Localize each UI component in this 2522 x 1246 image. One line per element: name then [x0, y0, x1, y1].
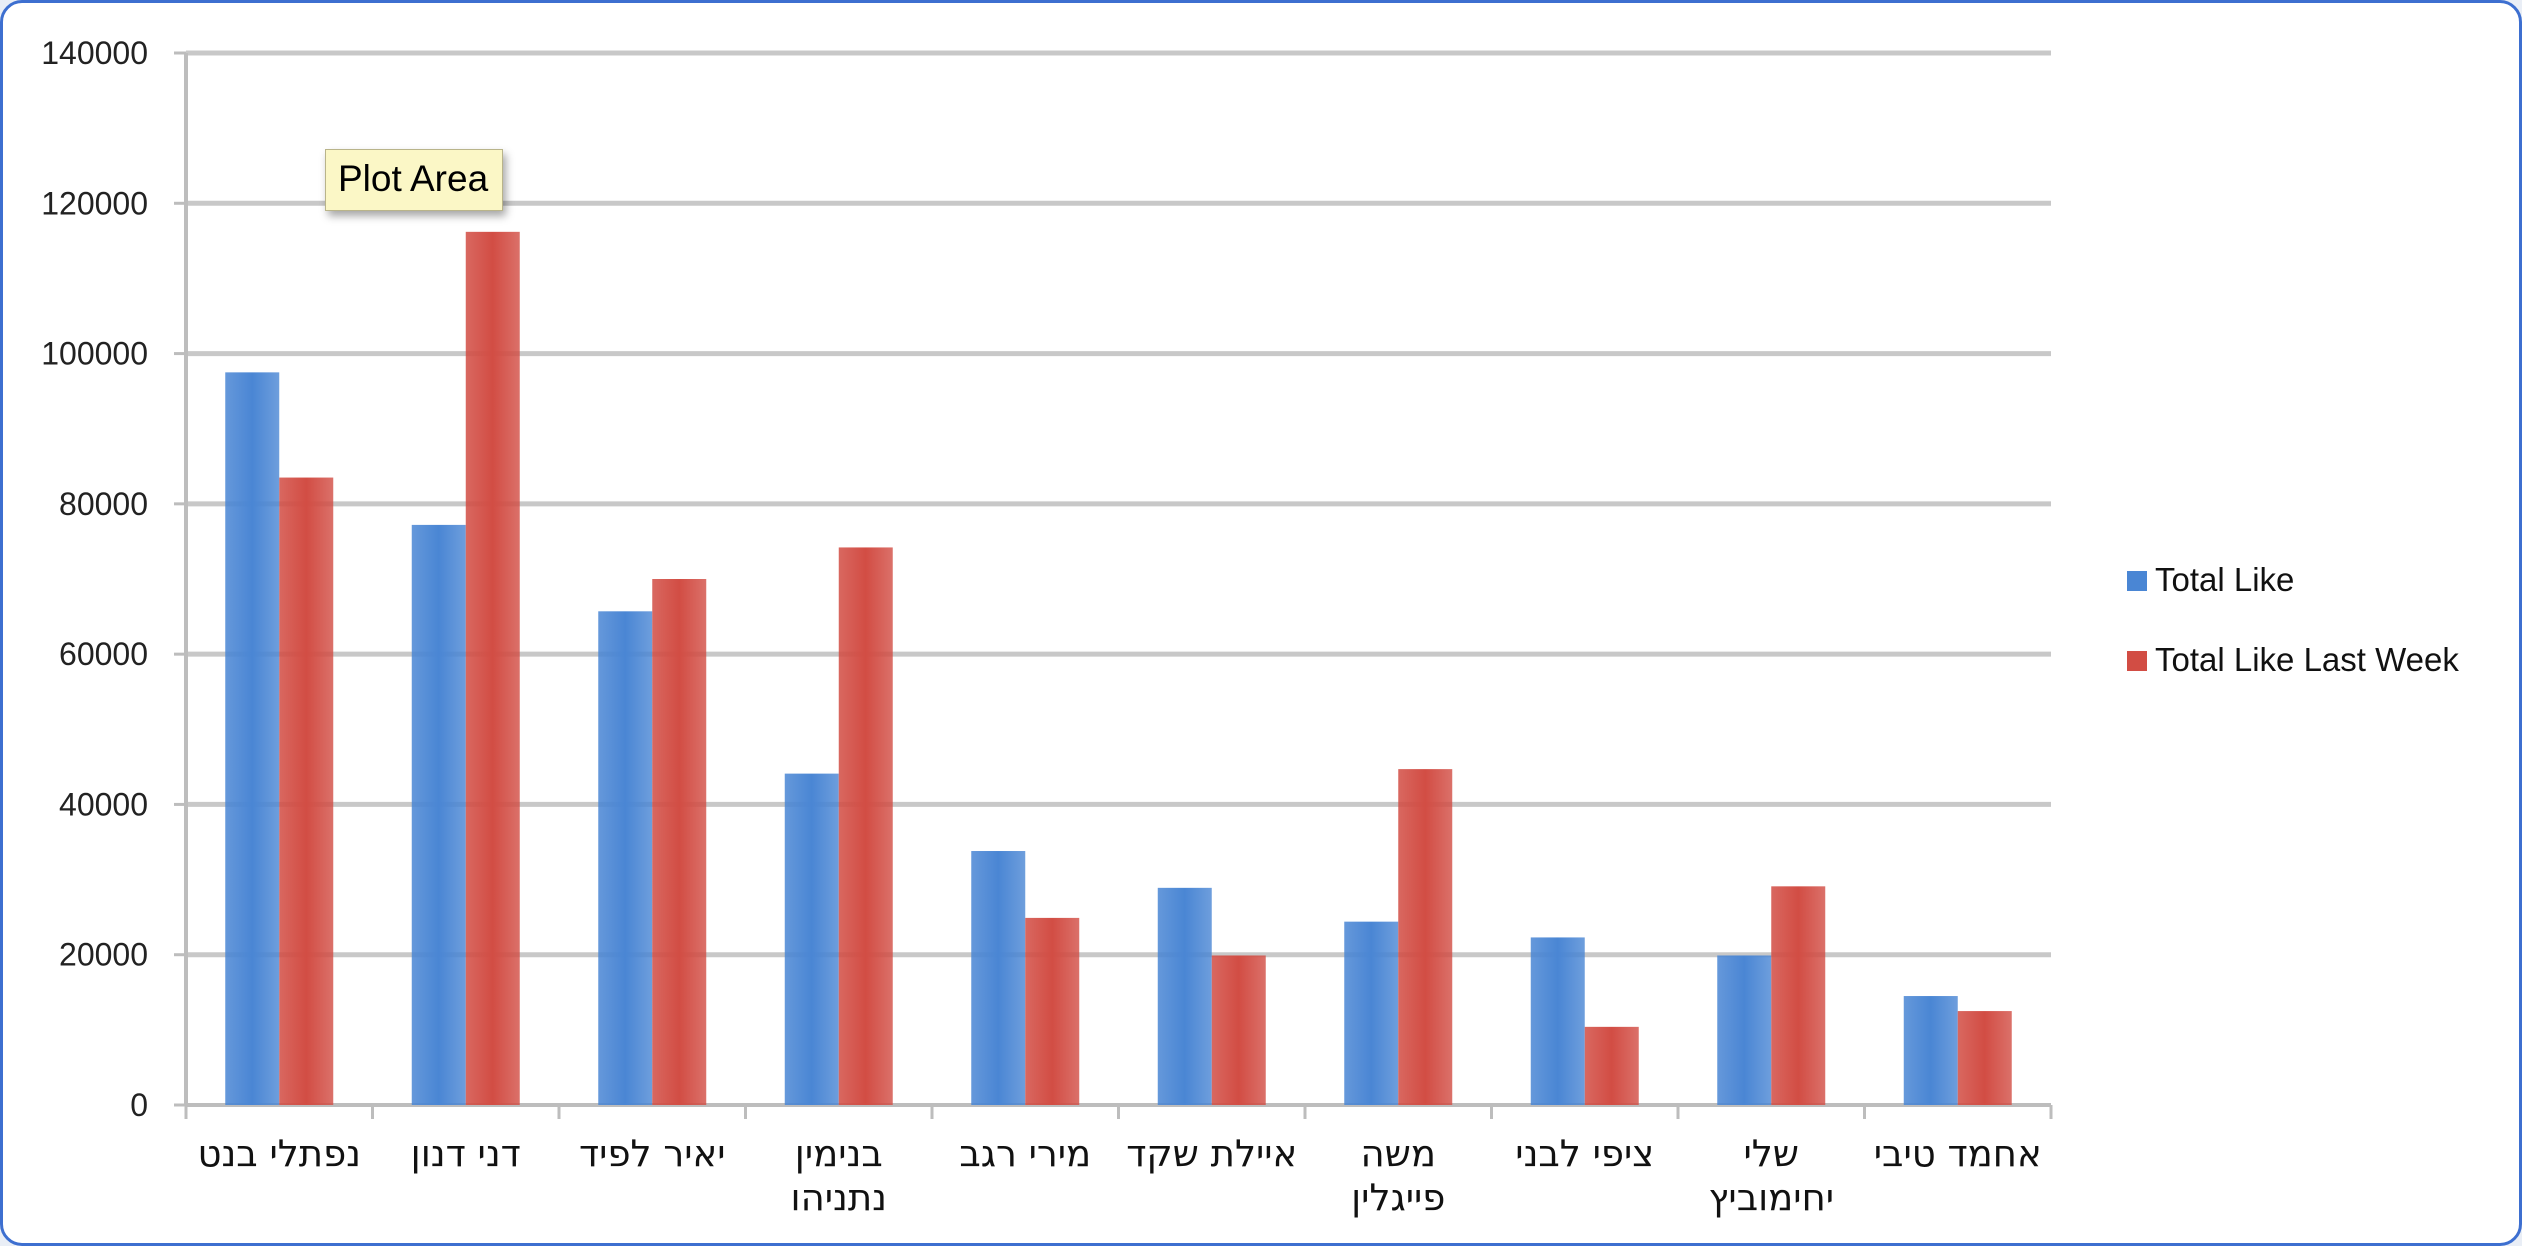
labels: 0 20000 40000 60000 80000 100000 120000 140000 נ…: [41, 35, 2042, 1219]
x-category-label: ציפי לבני: [1515, 1132, 1654, 1175]
bar-total-like[interactable]: [225, 372, 280, 1105]
bar-total-like[interactable]: [411, 524, 466, 1105]
bar-total-like[interactable]: [971, 851, 1026, 1105]
legend[interactable]: Total Like Total Like Last Week: [2127, 561, 2459, 678]
plot-area-tooltip: Plot Area: [325, 149, 504, 211]
bar-total-like[interactable]: [598, 611, 653, 1105]
bar-total-like[interactable]: [1344, 921, 1399, 1105]
y-tick-label: 120000: [41, 185, 148, 221]
x-category-label: שלי: [1743, 1132, 1799, 1175]
x-category-label: אחמד טיבי: [1874, 1132, 2042, 1175]
bars: [225, 231, 2012, 1106]
bar-total-like[interactable]: [1903, 996, 1958, 1105]
legend-swatch: [2127, 571, 2147, 591]
x-category-label: יחימוביץ: [1708, 1176, 1834, 1219]
y-tick-label: 140000: [41, 35, 148, 71]
x-category-label: מירי רגב: [959, 1132, 1091, 1175]
x-category-label: בנימין: [795, 1132, 883, 1175]
bar-total-like-last-week[interactable]: [1957, 1011, 2012, 1105]
bar-total-like-last-week[interactable]: [279, 477, 334, 1105]
bar-total-like-last-week[interactable]: [838, 547, 893, 1105]
x-category-label: דני דנון: [411, 1132, 521, 1175]
y-tick-label: 100000: [41, 336, 148, 372]
bar-total-like[interactable]: [1717, 955, 1772, 1105]
y-tick-label: 20000: [59, 937, 148, 973]
y-tick-label: 60000: [59, 636, 148, 672]
y-tick-label: 40000: [59, 786, 148, 822]
x-category-label: משה: [1360, 1132, 1436, 1175]
y-tick-label: 80000: [59, 486, 148, 522]
bar-total-like[interactable]: [1157, 887, 1212, 1105]
legend-label[interactable]: Total Like Last Week: [2155, 641, 2459, 678]
x-category-label: נפתלי בנט: [197, 1132, 361, 1175]
bar-total-like-last-week[interactable]: [652, 579, 707, 1105]
x-category-label: פייגלין: [1351, 1176, 1445, 1219]
bar-total-like-last-week[interactable]: [1398, 769, 1453, 1105]
bar-total-like[interactable]: [1530, 937, 1585, 1105]
x-category-label: יאיר לפיד: [579, 1132, 726, 1175]
bar-total-like-last-week[interactable]: [465, 231, 520, 1106]
legend-label[interactable]: Total Like: [2155, 561, 2294, 598]
y-tick-label: 0: [130, 1087, 148, 1123]
x-category-label: נתניהו: [791, 1176, 887, 1219]
bar-total-like[interactable]: [784, 773, 839, 1105]
bar-total-like-last-week[interactable]: [1771, 886, 1826, 1105]
bar-total-like-last-week[interactable]: [1211, 955, 1266, 1105]
bar-total-like-last-week[interactable]: [1025, 917, 1080, 1105]
legend-swatch: [2127, 651, 2147, 671]
x-category-label: איילת שקד: [1126, 1132, 1297, 1175]
bar-total-like-last-week[interactable]: [1584, 1026, 1639, 1105]
